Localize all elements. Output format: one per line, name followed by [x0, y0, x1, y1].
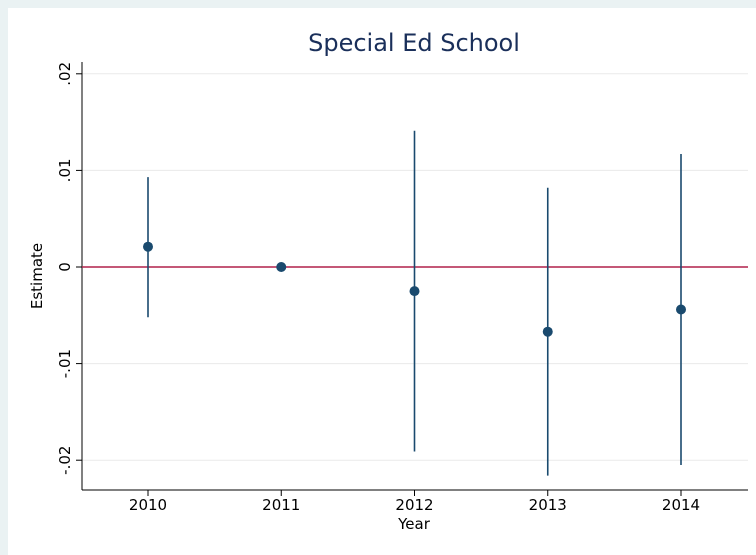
y-tick-label: -.01	[56, 349, 74, 378]
x-tick-label: 2010	[129, 496, 167, 514]
data-marks	[143, 131, 686, 476]
x-axis-label: Year	[397, 515, 431, 533]
y-tick-label: 0	[56, 262, 74, 272]
estimate-point	[276, 262, 286, 272]
y-tick-label: .02	[56, 62, 74, 86]
x-tick-label: 2014	[662, 496, 700, 514]
estimate-point	[676, 305, 686, 315]
estimate-point	[143, 242, 153, 252]
x-tick-label: 2013	[529, 496, 567, 514]
y-axis-label: Estimate	[28, 243, 46, 309]
y-tick-label: -.02	[56, 446, 74, 475]
y-ticks: .02 .01 0 -.01 -.02	[56, 62, 82, 475]
x-tick-label: 2012	[395, 496, 433, 514]
chart-title: Special Ed School	[308, 29, 520, 57]
estimate-point	[543, 327, 553, 337]
y-tick-label: .01	[56, 158, 74, 182]
x-ticks: 2010 2011 2012 2013 2014	[129, 490, 700, 514]
x-tick-label: 2011	[262, 496, 300, 514]
estimate-point	[410, 286, 420, 296]
